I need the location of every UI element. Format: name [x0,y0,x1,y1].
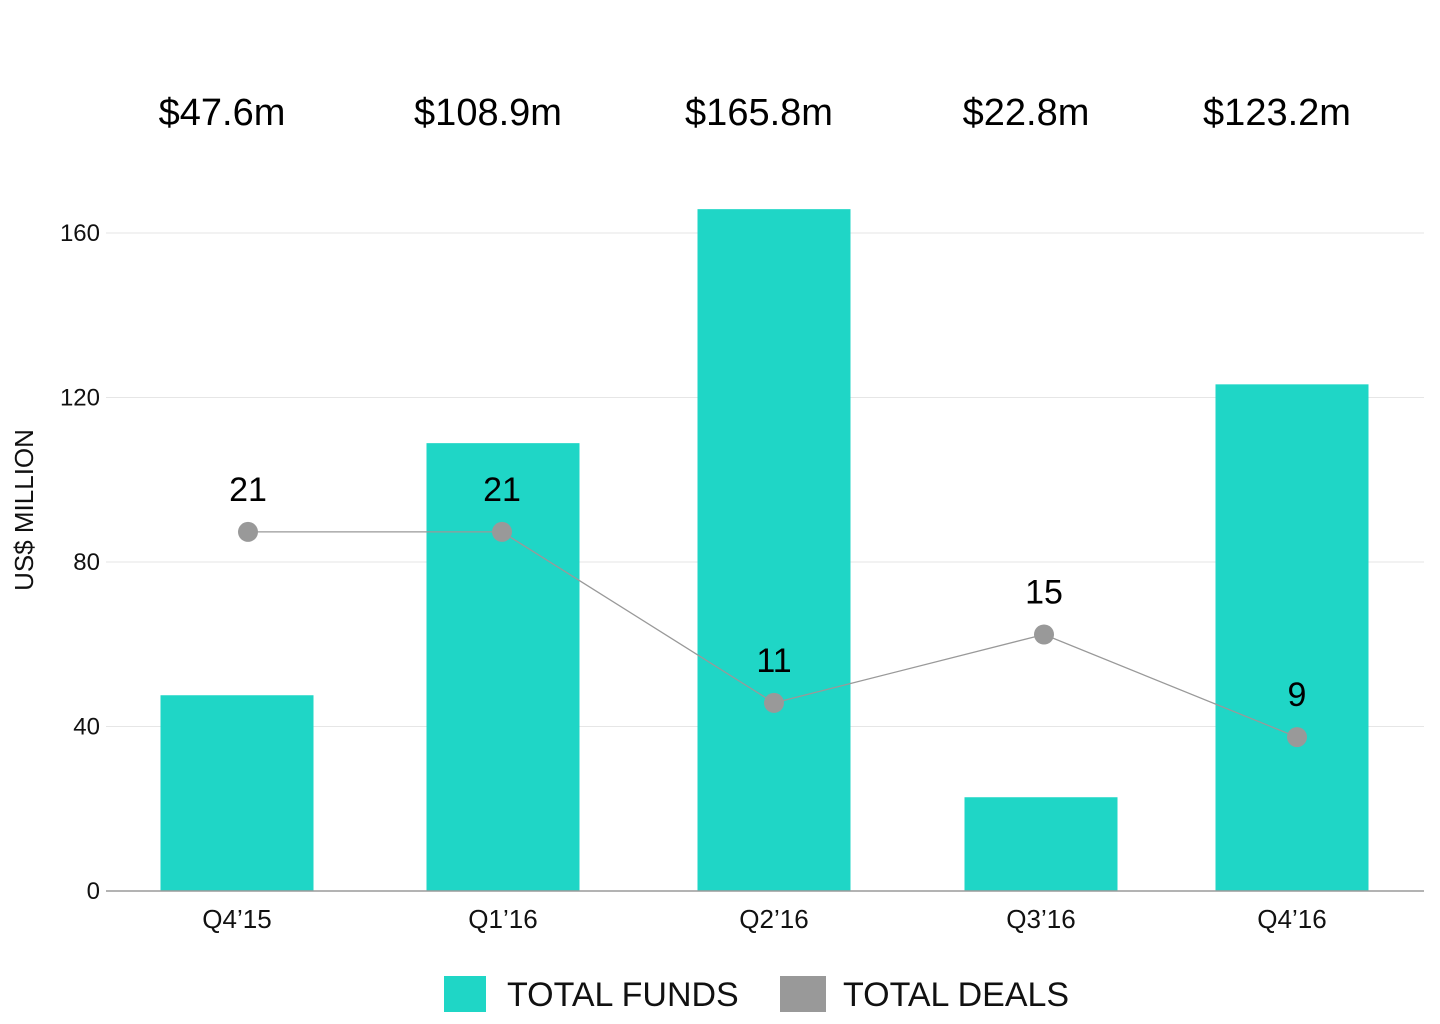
bar-total-funds-3 [964,797,1118,891]
bar-total-funds-4 [1215,384,1369,891]
bar-total-funds-1 [426,443,580,891]
legend-label-total-deals: TOTAL DEALS [843,976,1069,1014]
deals-data-label-0: 21 [229,471,267,509]
deals-point-2 [764,692,784,713]
y-tick-label-40: 40 [73,714,100,741]
legend-label-total-funds: TOTAL FUNDS [507,976,739,1014]
y-axis-title: US$ MILLION [9,429,39,591]
y-tick-label-120: 120 [60,385,100,412]
y-tick-label-80: 80 [73,549,100,576]
funds-total-labels: $47.6m $108.9m $165.8m $22.8m $123.2m [159,92,1351,134]
deals-point-0 [238,521,258,542]
deals-point-4 [1287,727,1307,748]
deals-data-label-4: 9 [1288,676,1307,714]
total-funds-label-0: $47.6m [159,92,286,134]
deals-data-labels: 21 21 11 15 9 [229,471,1306,714]
x-tick-label-1: Q1’16 [468,904,537,934]
deals-point-3 [1034,624,1054,645]
deals-data-label-2: 11 [756,642,791,680]
x-tick-label-4: Q4’16 [1257,904,1326,934]
deals-data-label-1: 21 [483,471,521,509]
x-axis-labels: Q4’15 Q1’16 Q2’16 Q3’16 Q4’16 [202,904,1326,934]
total-funds-label-2: $165.8m [685,92,833,134]
funds-bars [160,209,1369,891]
y-axis-ticks: 0 40 80 120 160 [60,220,100,905]
x-tick-label-0: Q4’15 [202,904,271,934]
legend: TOTAL FUNDS TOTAL DEALS [444,976,1069,1014]
deals-data-label-3: 15 [1025,574,1063,612]
x-tick-label-3: Q3’16 [1006,904,1075,934]
deals-line-layer [238,521,1307,748]
y-tick-label-0: 0 [87,878,100,905]
total-funds-label-1: $108.9m [414,92,562,134]
legend-swatch-total-deals [780,976,826,1012]
y-tick-label-160: 160 [60,220,100,247]
legend-swatch-total-funds [444,976,486,1012]
bar-total-funds-2 [697,209,851,891]
x-tick-label-2: Q2’16 [739,904,808,934]
total-funds-label-4: $123.2m [1203,92,1351,134]
total-funds-label-3: $22.8m [963,92,1090,134]
deals-point-1 [492,521,512,542]
bar-total-funds-0 [160,695,314,891]
